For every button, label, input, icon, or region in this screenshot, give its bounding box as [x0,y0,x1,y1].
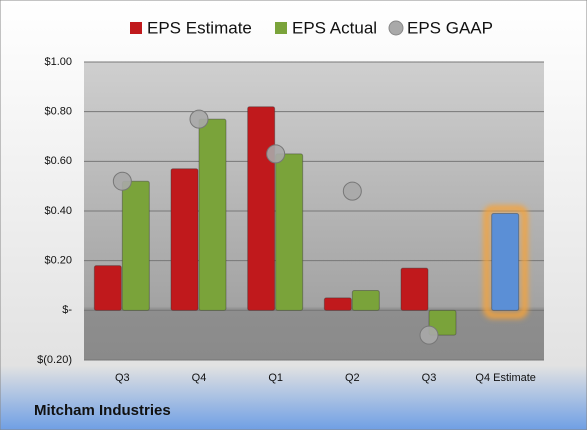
bar [121,180,150,311]
legend-marker [275,22,287,34]
legend-label: EPS Estimate [147,18,252,37]
y-tick-label: $0.80 [44,106,72,118]
highlight-glow [483,205,528,319]
footer: Mitcham Industries [34,402,171,419]
gaap-marker [266,144,286,164]
legend-label: EPS GAAP [407,18,493,37]
legend-marker [388,20,404,36]
bar [400,267,429,311]
y-tick-label: $(0.20) [37,354,72,366]
bar [351,289,380,311]
bar [198,118,227,311]
gaap-marker [342,181,362,201]
x-tick-label: Q4 Estimate [475,372,536,384]
x-tick-label: Q3 [115,372,130,384]
x-tick-label: Q2 [345,372,360,384]
bar [247,106,276,311]
y-tick-label: $- [62,304,72,316]
x-tick-label: Q4 [192,372,207,384]
gaap-marker [189,109,209,129]
x-tick-label: Q3 [422,372,437,384]
x-tick-label: Q1 [268,372,283,384]
legend-label: EPS Actual [292,18,377,37]
y-tick-label: $0.20 [44,255,72,267]
bar [93,265,122,311]
y-tick-label: $0.60 [44,155,72,167]
gaap-marker [419,325,439,345]
bar [491,212,520,311]
y-tick-label: $1.00 [44,56,72,68]
bar [275,153,304,311]
gaap-marker [112,171,132,191]
bar [170,168,199,311]
bar [323,297,352,311]
y-tick-label: $0.40 [44,205,72,217]
legend-marker [130,22,142,34]
